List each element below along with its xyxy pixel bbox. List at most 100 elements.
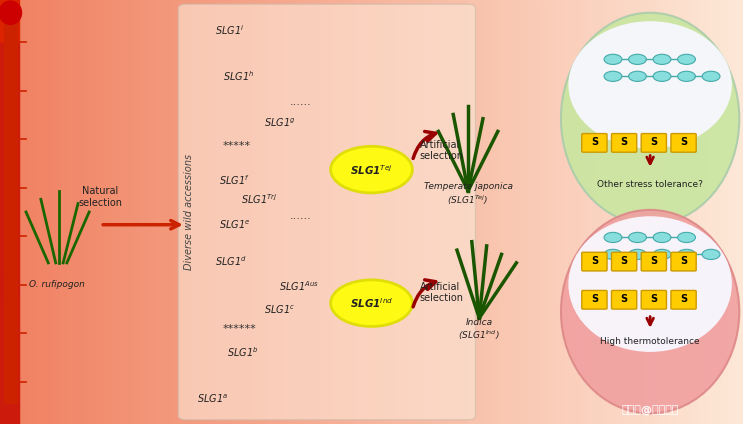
Bar xyxy=(275,0,282,424)
Text: Artificial
selection: Artificial selection xyxy=(420,282,464,303)
Bar xyxy=(468,0,476,424)
Text: ......: ...... xyxy=(290,211,311,221)
Bar xyxy=(639,0,646,424)
Text: SLG1$^g$: SLG1$^g$ xyxy=(264,117,295,129)
Bar xyxy=(0,233,19,254)
Bar xyxy=(134,0,141,424)
Bar xyxy=(59,0,67,424)
Bar xyxy=(461,0,468,424)
Circle shape xyxy=(629,232,646,243)
Bar xyxy=(676,0,684,424)
Text: SLG1$^{Tej}$: SLG1$^{Tej}$ xyxy=(350,163,393,176)
Bar xyxy=(282,0,290,424)
Bar xyxy=(22,0,30,424)
Bar xyxy=(290,0,297,424)
Bar xyxy=(483,0,490,424)
FancyBboxPatch shape xyxy=(582,252,607,271)
Text: S: S xyxy=(591,137,598,147)
Bar xyxy=(587,0,594,424)
Bar xyxy=(609,0,617,424)
Bar xyxy=(327,0,334,424)
Bar xyxy=(490,0,498,424)
Text: ......: ...... xyxy=(290,97,311,107)
Bar xyxy=(186,0,193,424)
Text: Natural
selection: Natural selection xyxy=(78,186,123,208)
Bar xyxy=(520,0,528,424)
Bar xyxy=(342,0,349,424)
Bar xyxy=(215,0,223,424)
Ellipse shape xyxy=(568,216,732,352)
FancyBboxPatch shape xyxy=(671,290,696,309)
Circle shape xyxy=(331,280,412,326)
Bar xyxy=(208,0,215,424)
Text: ******: ****** xyxy=(223,324,256,334)
Bar xyxy=(141,0,149,424)
Bar xyxy=(230,0,238,424)
Bar xyxy=(0,339,19,360)
Circle shape xyxy=(604,71,622,81)
Bar xyxy=(74,0,82,424)
Circle shape xyxy=(604,232,622,243)
Bar xyxy=(0,254,19,276)
Text: S: S xyxy=(591,294,598,304)
Bar xyxy=(535,0,542,424)
Bar xyxy=(669,0,676,424)
Bar xyxy=(394,0,401,424)
Bar xyxy=(357,0,364,424)
Bar xyxy=(691,0,698,424)
Bar xyxy=(253,0,260,424)
Ellipse shape xyxy=(568,21,732,148)
Text: High thermotolerance: High thermotolerance xyxy=(600,337,700,346)
Text: S: S xyxy=(680,256,687,266)
Text: SLG1$^i$: SLG1$^i$ xyxy=(215,23,244,36)
Bar xyxy=(89,0,97,424)
Bar xyxy=(721,0,728,424)
Bar xyxy=(0,191,19,212)
Bar xyxy=(4,13,17,403)
Bar xyxy=(223,0,230,424)
FancyBboxPatch shape xyxy=(611,252,637,271)
Bar xyxy=(97,0,104,424)
Bar xyxy=(0,297,19,318)
Text: SLG1$^b$: SLG1$^b$ xyxy=(227,345,258,359)
Bar xyxy=(82,0,89,424)
Bar xyxy=(580,0,587,424)
Ellipse shape xyxy=(561,210,739,413)
Bar xyxy=(0,318,19,339)
Bar xyxy=(7,0,15,424)
Circle shape xyxy=(604,249,622,259)
Bar xyxy=(542,0,550,424)
Bar xyxy=(178,0,186,424)
Bar xyxy=(594,0,602,424)
Bar xyxy=(0,212,19,233)
Bar xyxy=(0,106,19,127)
Bar xyxy=(334,0,342,424)
Bar xyxy=(0,127,19,148)
Text: SLG1$^f$: SLG1$^f$ xyxy=(219,173,250,187)
Circle shape xyxy=(331,146,412,193)
Bar xyxy=(0,42,19,64)
Bar xyxy=(386,0,394,424)
Circle shape xyxy=(702,71,720,81)
Bar xyxy=(736,0,743,424)
Bar xyxy=(0,403,19,424)
Bar xyxy=(0,170,19,191)
Bar xyxy=(0,360,19,382)
Bar xyxy=(0,21,19,42)
Bar xyxy=(0,0,19,21)
Bar xyxy=(37,0,45,424)
Bar xyxy=(713,0,721,424)
Bar xyxy=(372,0,379,424)
Bar xyxy=(572,0,580,424)
Bar xyxy=(0,382,19,403)
Bar xyxy=(505,0,513,424)
Text: S: S xyxy=(650,294,658,304)
Bar xyxy=(156,0,163,424)
FancyBboxPatch shape xyxy=(641,290,666,309)
Text: SLG1$^{Ind}$: SLG1$^{Ind}$ xyxy=(350,296,393,310)
Text: Other stress tolerance?: Other stress tolerance? xyxy=(597,180,703,189)
Text: SLG1$^{Trj}$: SLG1$^{Trj}$ xyxy=(241,192,278,206)
Bar xyxy=(557,0,565,424)
Bar xyxy=(654,0,661,424)
FancyBboxPatch shape xyxy=(582,134,607,152)
